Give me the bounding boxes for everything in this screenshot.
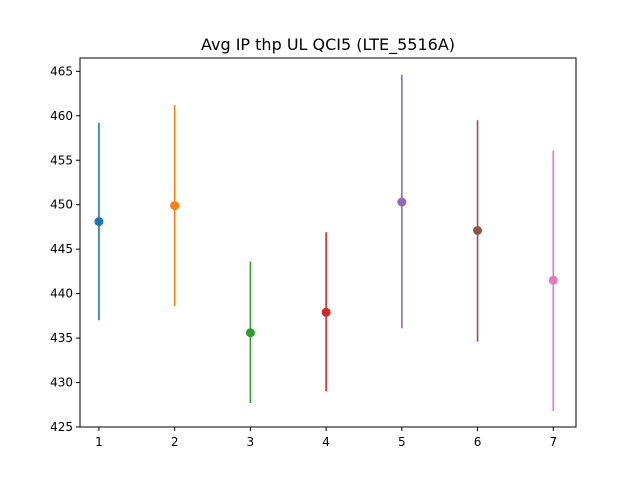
y-tick-label-425: 425	[50, 420, 73, 434]
y-tick-label-440: 440	[50, 287, 73, 301]
data-point-2	[170, 201, 180, 211]
y-tick-label-430: 430	[50, 376, 73, 390]
x-tick-label-6: 6	[474, 435, 482, 449]
y-axis: 425 430 435 440 445 450 455 460 465	[50, 64, 80, 434]
x-axis: 1 2 3 4 5 6 7	[95, 427, 557, 449]
data-point-1	[94, 217, 104, 227]
data-point-4	[321, 307, 331, 317]
x-tick-label-4: 4	[322, 435, 330, 449]
x-tick-label-1: 1	[95, 435, 103, 449]
y-tick-label-435: 435	[50, 331, 73, 345]
x-tick-label-7: 7	[549, 435, 557, 449]
plot-area	[94, 74, 558, 411]
axes-frame	[79, 57, 577, 428]
x-tick-label-5: 5	[398, 435, 406, 449]
y-tick-label-455: 455	[50, 153, 73, 167]
y-tick-label-460: 460	[50, 109, 73, 123]
data-point-7	[548, 275, 558, 285]
y-tick-label-445: 445	[50, 242, 73, 256]
y-tick-label-450: 450	[50, 198, 73, 212]
x-tick-label-2: 2	[171, 435, 179, 449]
y-tick-label-465: 465	[50, 64, 73, 78]
data-point-5	[397, 197, 407, 207]
x-tick-label-3: 3	[247, 435, 255, 449]
data-point-3	[245, 328, 255, 338]
chart-title: Avg IP thp UL QCI5 (LTE_5516A)	[201, 35, 455, 55]
data-point-6	[473, 225, 483, 235]
